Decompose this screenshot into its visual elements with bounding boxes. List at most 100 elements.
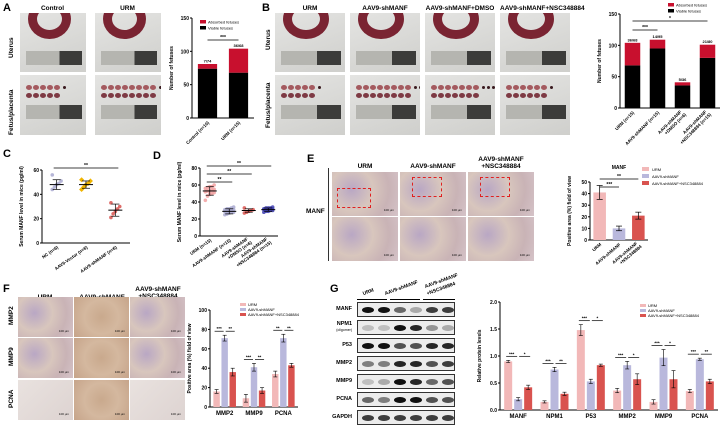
y-tick-label: 20: [191, 217, 197, 223]
protein-band: [442, 307, 454, 313]
fetus: [534, 85, 540, 90]
col-header-urm: URM: [302, 5, 318, 12]
fetus-photo: [425, 75, 495, 135]
protein-band: [394, 343, 406, 349]
fetus: [122, 85, 128, 90]
significance-label: **: [237, 161, 241, 167]
legend-swatch: [642, 167, 649, 171]
protein-band: [410, 397, 422, 403]
fetus: [431, 93, 437, 98]
absorbed-fetus: [63, 86, 66, 89]
fetus: [452, 85, 458, 90]
protein-band: [394, 379, 406, 385]
fetus: [398, 93, 404, 98]
histology-image: 100 μm: [18, 380, 73, 420]
bar: [613, 390, 622, 410]
bar: [280, 338, 287, 407]
header-line-2: +NSC348884: [481, 163, 521, 170]
bar-absorbed: [674, 82, 691, 86]
y-tick-label: 50: [581, 180, 587, 186]
significance-label: *: [596, 316, 598, 321]
col-header-shmanf-nsc: AAV9-shMANF+NSC348884: [130, 286, 186, 300]
blot-label: P53: [342, 342, 352, 348]
absorbed-fetus: [318, 86, 321, 89]
legend-swatch: [668, 3, 674, 7]
significance-label: **: [218, 177, 222, 183]
histology-image: 100 μm: [468, 172, 534, 216]
bar: [612, 228, 626, 240]
protein-band: [410, 415, 422, 421]
fetus: [122, 93, 128, 98]
zoom-region-box: [412, 177, 442, 197]
fetus: [26, 93, 32, 98]
protein-band: [426, 361, 438, 367]
absorbed-fetus: [492, 86, 495, 89]
protein-band: [378, 379, 390, 385]
x-tick-label: MANF: [509, 414, 527, 420]
panel-letter-e: E: [307, 153, 315, 165]
fetus: [356, 93, 362, 98]
protein-band: [362, 379, 374, 385]
col-header-shmanf-dmso: AAV9-shMANF+DMSO: [425, 5, 495, 12]
significance-label: ***: [691, 349, 697, 354]
fetus: [281, 93, 287, 98]
legend-label: AAV9-shMANF+NSC348884: [248, 312, 300, 317]
col-header-urm: URM: [120, 5, 135, 12]
zoom-region-box: [337, 188, 371, 208]
fetus: [302, 93, 308, 98]
bar: [623, 365, 632, 410]
uterus-shape: [283, 13, 329, 39]
ruler: [431, 51, 491, 65]
histology-image: 100 μm: [74, 380, 129, 420]
blot-label: MANF: [336, 306, 352, 312]
absorbed-fetus: [414, 86, 417, 89]
fetus: [513, 85, 519, 90]
ruler: [356, 51, 416, 65]
bar-data-label: 36/68: [627, 37, 638, 42]
y-tick-label: 40: [581, 192, 587, 198]
col-header-shmanf-nsc: AAV9-shMANF+NSC348884: [468, 156, 534, 170]
bar: [213, 391, 220, 407]
bar-data-label: 14/95: [652, 34, 663, 39]
significance-label: **: [228, 326, 232, 331]
bar: [695, 359, 704, 410]
ruler: [26, 105, 82, 119]
bar-viable: [624, 65, 641, 108]
fetus: [40, 85, 46, 90]
fetus: [473, 93, 479, 98]
fetus: [377, 85, 383, 90]
fetus: [438, 85, 444, 90]
fetus: [47, 85, 53, 90]
y-tick-label: 80: [191, 166, 197, 172]
legend-swatch: [240, 308, 246, 311]
histology-image: 100 μm: [130, 338, 185, 378]
fetus: [438, 93, 444, 98]
y-axis-label: Number of fetuses: [597, 39, 603, 83]
fetus: [26, 85, 32, 90]
bar: [221, 338, 228, 407]
scale-bar: 100 μm: [519, 253, 530, 257]
significance-label: **: [227, 169, 231, 175]
fetus: [136, 93, 142, 98]
bar: [504, 361, 513, 410]
blot-row-gapdh: [357, 410, 455, 425]
fetus: [541, 93, 547, 98]
x-tick-label: URM (n=15): [220, 120, 241, 141]
blot-label: MMP2: [336, 360, 352, 366]
legend-label: URM: [652, 167, 661, 172]
histology-image: 100 μm: [74, 297, 129, 337]
fetus: [459, 93, 465, 98]
data-point: [212, 190, 216, 195]
bar-viable: [228, 72, 249, 118]
y-tick-label: 60: [33, 168, 39, 174]
absorbed-fetus: [487, 86, 490, 89]
scale-bar: 100 μm: [451, 208, 462, 212]
fetus: [136, 85, 142, 90]
fetus: [520, 93, 526, 98]
scale-bar: 100 μm: [383, 208, 394, 212]
col-header-urm: URM: [357, 163, 373, 170]
x-tick-label: MMP9: [655, 414, 673, 420]
fetus: [101, 93, 107, 98]
protein-band: [426, 415, 438, 421]
